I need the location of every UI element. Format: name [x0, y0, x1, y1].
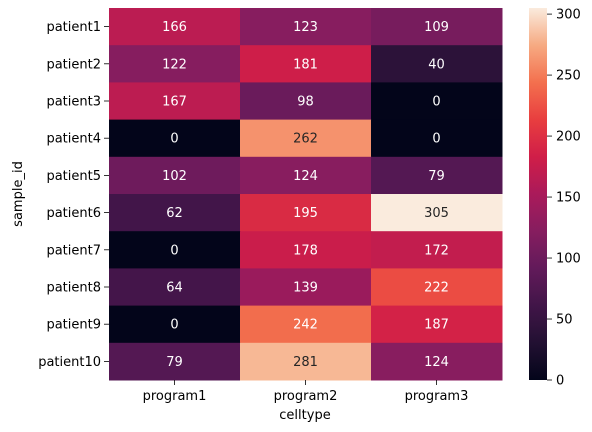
cell-value-label: 242 — [293, 318, 318, 333]
heatmap-cell-patient7-program1 — [109, 231, 241, 269]
x-tick-label: program1 — [143, 389, 207, 404]
cell-value-label: 195 — [293, 206, 318, 221]
heatmap-cell-patient3-program2 — [240, 82, 372, 121]
y-tick-label: patient6 — [46, 206, 101, 221]
cell-value-label: 98 — [297, 95, 314, 110]
heatmap-cell-patient5-program1 — [109, 156, 241, 195]
cell-value-label: 62 — [166, 206, 183, 221]
heatmap-cell-patient4-program3 — [371, 119, 503, 158]
y-tick-label: patient1 — [46, 20, 101, 35]
colorbar-tick-label: 0 — [556, 374, 564, 389]
cell-value-label: 178 — [293, 243, 318, 258]
colorbar-tick-label: 300 — [556, 8, 581, 23]
cell-value-label: 222 — [424, 281, 449, 296]
heatmap-cell-patient3-program3 — [371, 82, 503, 121]
heatmap-cell-patient10-program1 — [109, 342, 241, 381]
y-tick-label: patient5 — [46, 169, 101, 184]
y-tick-label: patient8 — [46, 281, 101, 296]
colorbar: 0 50 100 150 200 250 300 — [529, 8, 581, 389]
heatmap-cell-patient8-program3 — [371, 268, 503, 307]
cell-value-label: 167 — [162, 95, 187, 110]
heatmap-cell-patient7-program3 — [371, 231, 503, 269]
y-tick-label: patient10 — [38, 355, 101, 370]
cell-value-label: 122 — [162, 57, 187, 72]
heatmap-cell-patient9-program1 — [109, 305, 241, 344]
colorbar-tick-label: 50 — [556, 313, 573, 328]
cell-value-label: 124 — [424, 355, 449, 370]
heatmap-cell-patient1-program3 — [371, 8, 503, 46]
heatmap-cell-patient6-program3 — [371, 194, 503, 232]
cell-value-label: 172 — [424, 243, 449, 258]
heatmap-cell-patient2-program3 — [371, 45, 503, 83]
heatmap-cell-patient9-program2 — [240, 305, 372, 344]
colorbar-ticks: 0 50 100 150 200 250 300 — [547, 8, 581, 389]
colorbar-tick-label: 250 — [556, 69, 581, 84]
heatmap-cell-patient6-program1 — [109, 194, 241, 232]
heatmap-cells — [109, 8, 503, 381]
heatmap-cell-patient2-program1 — [109, 45, 241, 83]
cell-value-label: 0 — [432, 132, 440, 147]
heatmap-cell-patient3-program1 — [109, 82, 241, 121]
heatmap-cell-patient7-program2 — [240, 231, 372, 269]
cell-value-label: 305 — [424, 206, 449, 221]
heatmap-cell-patient8-program1 — [109, 268, 241, 307]
heatmap-cell-patient6-program2 — [240, 194, 372, 232]
y-tick-label: patient7 — [46, 243, 101, 258]
cell-value-label: 79 — [166, 355, 183, 370]
cell-value-label: 124 — [293, 169, 318, 184]
cell-value-label: 187 — [424, 318, 449, 333]
heatmap-cell-patient4-program1 — [109, 119, 241, 158]
cell-value-label: 64 — [166, 281, 183, 296]
heatmap-cell-patient10-program2 — [240, 342, 372, 381]
y-tick-label: patient4 — [46, 132, 101, 147]
colorbar-gradient — [529, 8, 547, 380]
cell-value-label: 102 — [162, 169, 187, 184]
cell-value-label: 40 — [428, 57, 445, 72]
heatmap-cell-patient9-program3 — [371, 305, 503, 344]
heatmap-cell-patient2-program2 — [240, 45, 372, 83]
cell-value-label: 0 — [170, 132, 178, 147]
y-tick-label: patient9 — [46, 318, 101, 333]
cell-value-label: 139 — [293, 281, 318, 296]
cell-value-labels: 166 123 109 122 181 40 167 98 0 0 262 0 102 124 79 62 19… — [162, 20, 449, 370]
y-axis-ticks: patient1 patient2 patient3 patient4 patient5… — [38, 20, 109, 370]
cell-value-label: 0 — [432, 95, 440, 110]
heatmap-cell-patient4-program2 — [240, 119, 372, 158]
y-tick-label: patient2 — [46, 57, 101, 72]
heatmap-cell-patient5-program3 — [371, 156, 503, 195]
cell-value-label: 123 — [293, 20, 318, 35]
y-tick-label: patient3 — [46, 95, 101, 110]
heatmap-cell-patient10-program3 — [371, 342, 503, 381]
cell-value-label: 0 — [170, 243, 178, 258]
colorbar-tick-label: 200 — [556, 130, 581, 145]
heatmap-cell-patient8-program2 — [240, 268, 372, 307]
cell-value-label: 181 — [293, 57, 318, 72]
colorbar-tick-label: 100 — [556, 252, 581, 267]
cell-value-label: 166 — [162, 20, 187, 35]
cell-value-label: 109 — [424, 20, 449, 35]
x-tick-label: program3 — [405, 389, 469, 404]
cell-value-label: 281 — [293, 355, 318, 370]
heatmap-cell-patient5-program2 — [240, 156, 372, 195]
x-axis-ticks: program1 program2 program3 — [143, 380, 469, 404]
heatmap-cell-patient1-program2 — [240, 8, 372, 46]
colorbar-tick-label: 150 — [556, 191, 581, 206]
x-axis-label: celltype — [279, 408, 330, 423]
cell-value-label: 262 — [293, 132, 318, 147]
y-axis-label: sample_id — [11, 161, 26, 227]
cell-value-label: 0 — [170, 318, 178, 333]
cell-value-label: 79 — [428, 169, 445, 184]
heatmap-cell-patient1-program1 — [109, 8, 241, 46]
x-tick-label: program2 — [274, 389, 338, 404]
